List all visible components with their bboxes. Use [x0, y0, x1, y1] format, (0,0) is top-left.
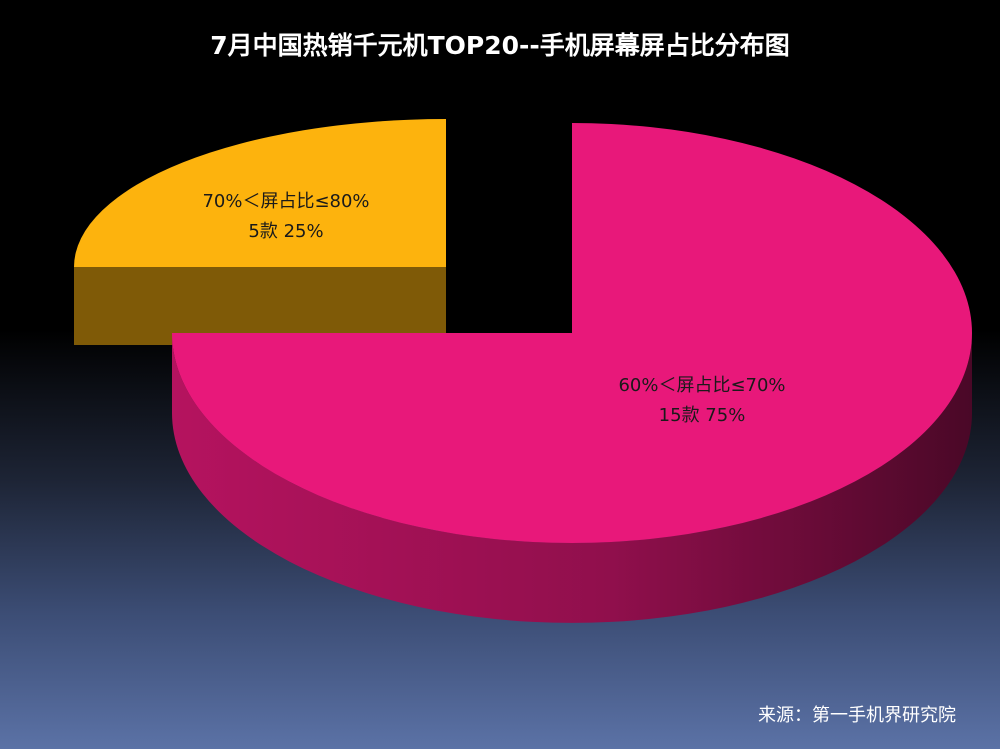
pie-slice-1-top	[172, 123, 972, 543]
pie-slice-2: 70%＜屏占比≤80% 5款 25%	[74, 119, 446, 345]
slice-label-category-2: 70%＜屏占比≤80%	[202, 191, 369, 212]
pie-slice-1: 60%＜屏占比≤70% 15款 75%	[172, 123, 972, 623]
slice-label-value-2: 5款 25%	[248, 221, 323, 242]
slice-label-value-1: 15款 75%	[659, 405, 746, 426]
pie-slice-2-cut-face-2	[74, 267, 446, 345]
slice-label-category-1: 60%＜屏占比≤70%	[618, 375, 785, 396]
pie-slice-1-side	[172, 333, 972, 623]
chart-title: 7月中国热销千元机TOP20--手机屏幕屏占比分布图	[210, 31, 790, 60]
pie-slice-2-top	[74, 119, 446, 267]
source-note: 来源：第一手机界研究院	[758, 705, 956, 726]
